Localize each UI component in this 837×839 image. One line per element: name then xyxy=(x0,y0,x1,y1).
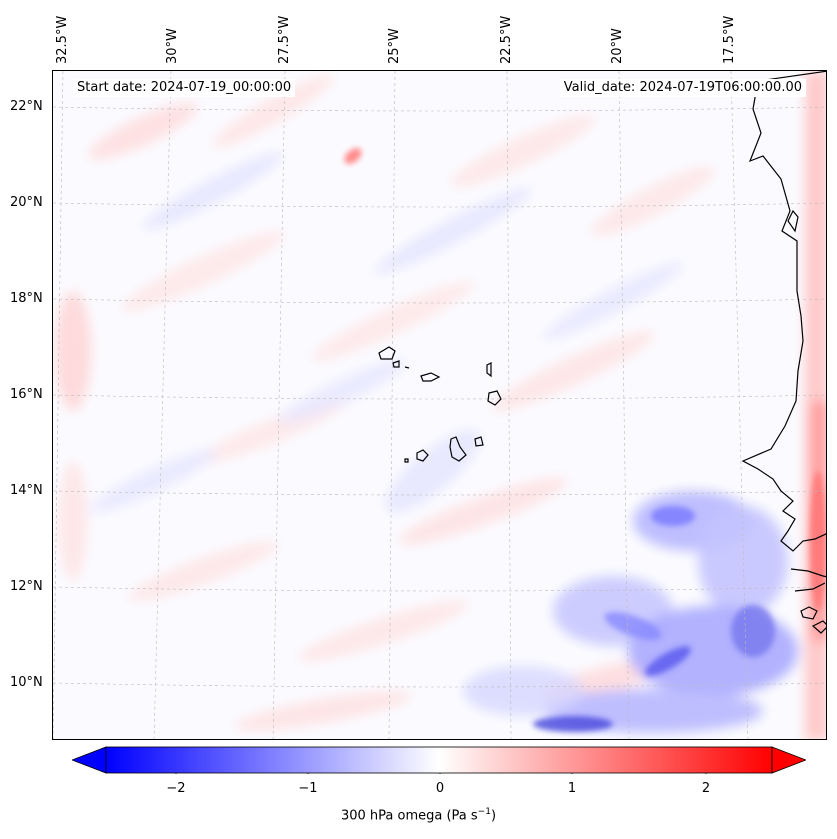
valid-date-annotation: Valid_date: 2024-07-19T06:00:00.00 xyxy=(559,79,806,97)
lat-label: 22°N xyxy=(10,99,43,114)
start-date-annotation: Start date: 2024-07-19_00:00:00 xyxy=(73,79,296,97)
colorbar-tick-label: 1 xyxy=(567,781,577,796)
colorbar-label: 300 hPa omega (Pa s−1) xyxy=(0,807,837,823)
colorbar-tick-label: 0 xyxy=(435,781,445,796)
lon-label: 27.5°W xyxy=(277,15,292,64)
lon-label: 20°W xyxy=(610,28,625,64)
colorbar-gradient xyxy=(105,746,773,774)
lon-label: 22.5°W xyxy=(499,15,514,64)
lat-label: 18°N xyxy=(10,291,43,306)
lat-label: 14°N xyxy=(10,483,43,498)
omega-field-map xyxy=(53,71,826,739)
colorbar-tick-label: 2 xyxy=(701,781,711,796)
colorbar-min-extend xyxy=(72,746,107,774)
omega-field-cores xyxy=(344,148,826,732)
colorbar-tick-label: −1 xyxy=(298,781,318,796)
colorbar-label-close: ) xyxy=(490,808,497,824)
colorbar-tick-label: −2 xyxy=(166,781,186,796)
cape-verde-islands xyxy=(378,346,502,463)
lon-label: 25°W xyxy=(387,28,402,64)
colorbar-label-exponent: −1 xyxy=(477,807,491,817)
map-plot-area: Start date: 2024-07-19_00:00:00 Valid_da… xyxy=(52,70,827,740)
lon-label: 17.5°W xyxy=(722,15,737,64)
coastline xyxy=(741,71,826,634)
colorbar xyxy=(72,746,806,774)
omega-field-blobs xyxy=(55,71,826,739)
lat-label: 20°N xyxy=(10,195,43,210)
colorbar-label-text: 300 hPa omega (Pa s xyxy=(340,808,478,824)
lat-label: 10°N xyxy=(10,675,43,690)
lon-label: 30°W xyxy=(165,28,180,64)
lon-label: 32.5°W xyxy=(55,15,70,64)
lat-label: 12°N xyxy=(10,579,43,594)
gridlines xyxy=(53,71,826,739)
colorbar-max-extend xyxy=(771,746,806,774)
lat-label: 16°N xyxy=(10,387,43,402)
